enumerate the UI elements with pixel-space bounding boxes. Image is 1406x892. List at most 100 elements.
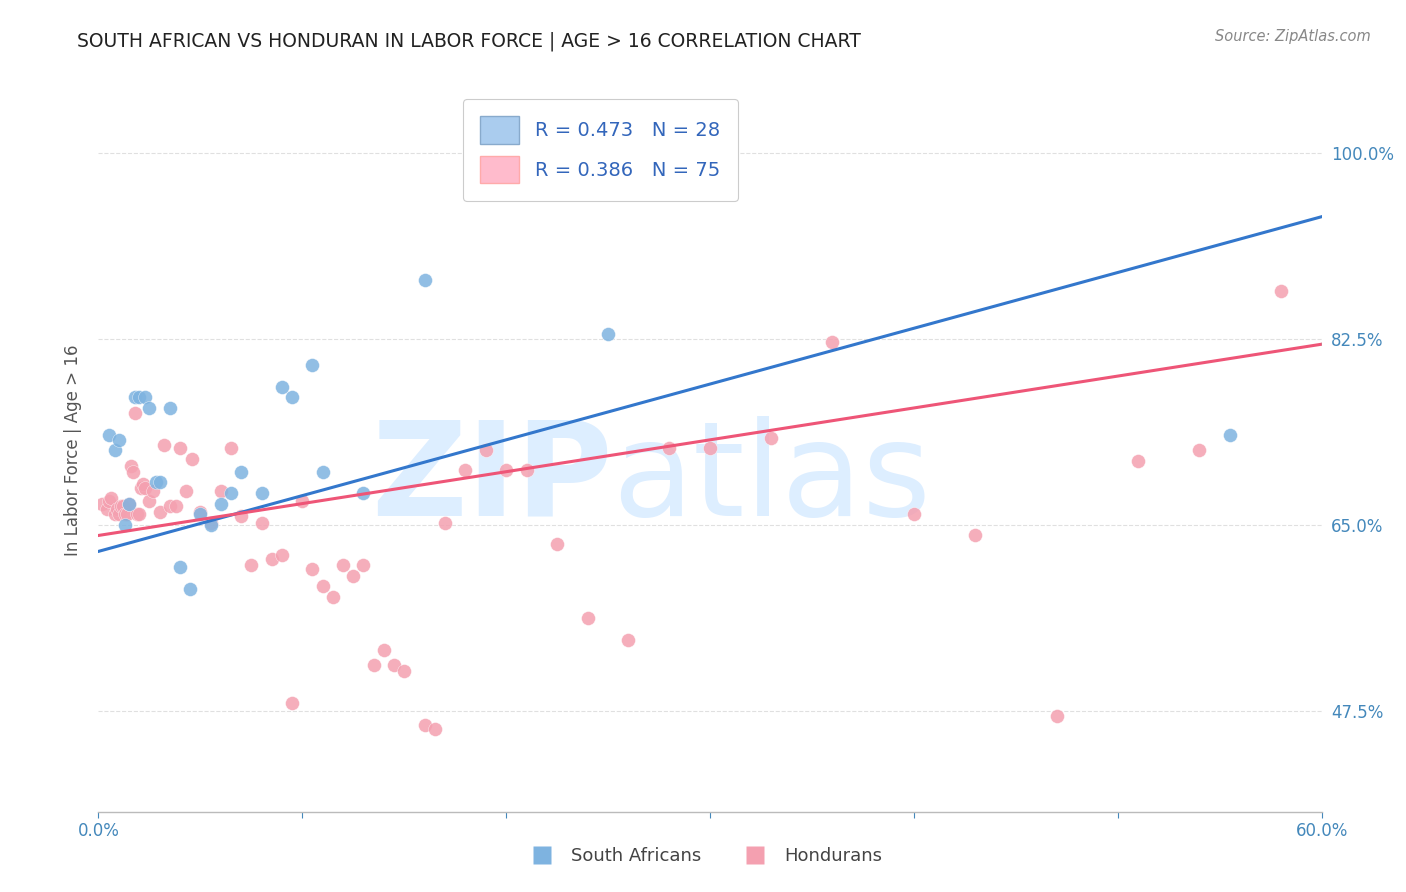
Point <box>188 507 212 521</box>
Point <box>617 632 640 647</box>
Point <box>598 326 620 341</box>
Point <box>114 517 136 532</box>
Point <box>114 507 136 521</box>
Text: ZIP: ZIP <box>371 416 612 543</box>
Point <box>138 401 160 415</box>
Point <box>200 517 222 532</box>
Point <box>352 558 374 573</box>
Point <box>124 390 146 404</box>
Point <box>134 390 156 404</box>
Point <box>250 486 273 500</box>
Point <box>174 483 197 498</box>
Point <box>474 443 498 458</box>
Point <box>127 507 149 521</box>
Point <box>145 475 167 490</box>
Point <box>209 497 232 511</box>
Point <box>120 459 142 474</box>
Point <box>188 505 212 519</box>
Point <box>179 582 201 596</box>
Point <box>1188 443 1211 458</box>
Point <box>108 507 131 521</box>
Point <box>169 560 191 574</box>
Point <box>219 486 242 500</box>
Point <box>110 499 132 513</box>
Point <box>128 390 150 404</box>
Point <box>352 486 374 500</box>
Point <box>516 462 538 476</box>
Point <box>965 528 987 542</box>
Point <box>240 558 263 573</box>
Point <box>200 516 222 530</box>
Point <box>821 335 844 350</box>
Point <box>169 442 191 456</box>
Point <box>434 516 457 530</box>
Point <box>149 505 172 519</box>
Point <box>159 401 181 415</box>
Point <box>495 462 517 476</box>
Point <box>281 390 304 404</box>
Point <box>301 359 323 373</box>
Point <box>1392 252 1406 267</box>
Point <box>1270 284 1292 298</box>
Point <box>1331 454 1354 468</box>
Point <box>270 380 294 394</box>
Point <box>699 442 721 456</box>
Point <box>761 431 783 445</box>
Point <box>159 499 181 513</box>
Legend: South Africans, Hondurans: South Africans, Hondurans <box>516 840 890 872</box>
Point <box>100 491 122 506</box>
Point <box>423 722 446 736</box>
Point <box>111 499 134 513</box>
Point <box>152 438 174 452</box>
Point <box>332 558 354 573</box>
Point <box>322 590 344 604</box>
Point <box>97 427 120 442</box>
Point <box>118 497 141 511</box>
Point <box>312 465 335 479</box>
Point <box>1045 709 1069 723</box>
Point <box>231 465 253 479</box>
Legend: R = 0.473   N = 28, R = 0.386   N = 75: R = 0.473 N = 28, R = 0.386 N = 75 <box>463 99 738 201</box>
Point <box>373 643 395 657</box>
Point <box>104 507 127 521</box>
Point <box>142 483 165 498</box>
Y-axis label: In Labor Force | Age > 16: In Labor Force | Age > 16 <box>63 344 82 557</box>
Point <box>454 462 477 476</box>
Point <box>413 717 436 731</box>
Point <box>270 548 294 562</box>
Point <box>382 658 405 673</box>
Point <box>250 516 273 530</box>
Point <box>903 507 925 521</box>
Point <box>149 475 172 490</box>
Point <box>342 569 364 583</box>
Point <box>132 477 155 491</box>
Point <box>124 406 146 420</box>
Point <box>260 552 283 566</box>
Point <box>281 697 304 711</box>
Point <box>115 507 138 521</box>
Point <box>576 611 599 625</box>
Point <box>96 502 118 516</box>
Point <box>1128 454 1150 468</box>
Point <box>128 507 150 521</box>
Point <box>129 481 152 495</box>
Point <box>209 483 232 498</box>
Point <box>413 273 436 287</box>
Point <box>181 452 204 467</box>
Point <box>1219 427 1241 442</box>
Point <box>118 497 141 511</box>
Point <box>165 499 187 513</box>
Text: atlas: atlas <box>612 416 931 543</box>
Point <box>134 481 156 495</box>
Point <box>658 442 681 456</box>
Point <box>105 502 128 516</box>
Text: SOUTH AFRICAN VS HONDURAN IN LABOR FORCE | AGE > 16 CORRELATION CHART: SOUTH AFRICAN VS HONDURAN IN LABOR FORCE… <box>77 31 862 51</box>
Point <box>219 442 242 456</box>
Point <box>291 494 314 508</box>
Point <box>301 562 323 576</box>
Point <box>104 443 127 458</box>
Point <box>138 494 160 508</box>
Point <box>392 665 416 679</box>
Point <box>122 465 145 479</box>
Point <box>231 509 253 524</box>
